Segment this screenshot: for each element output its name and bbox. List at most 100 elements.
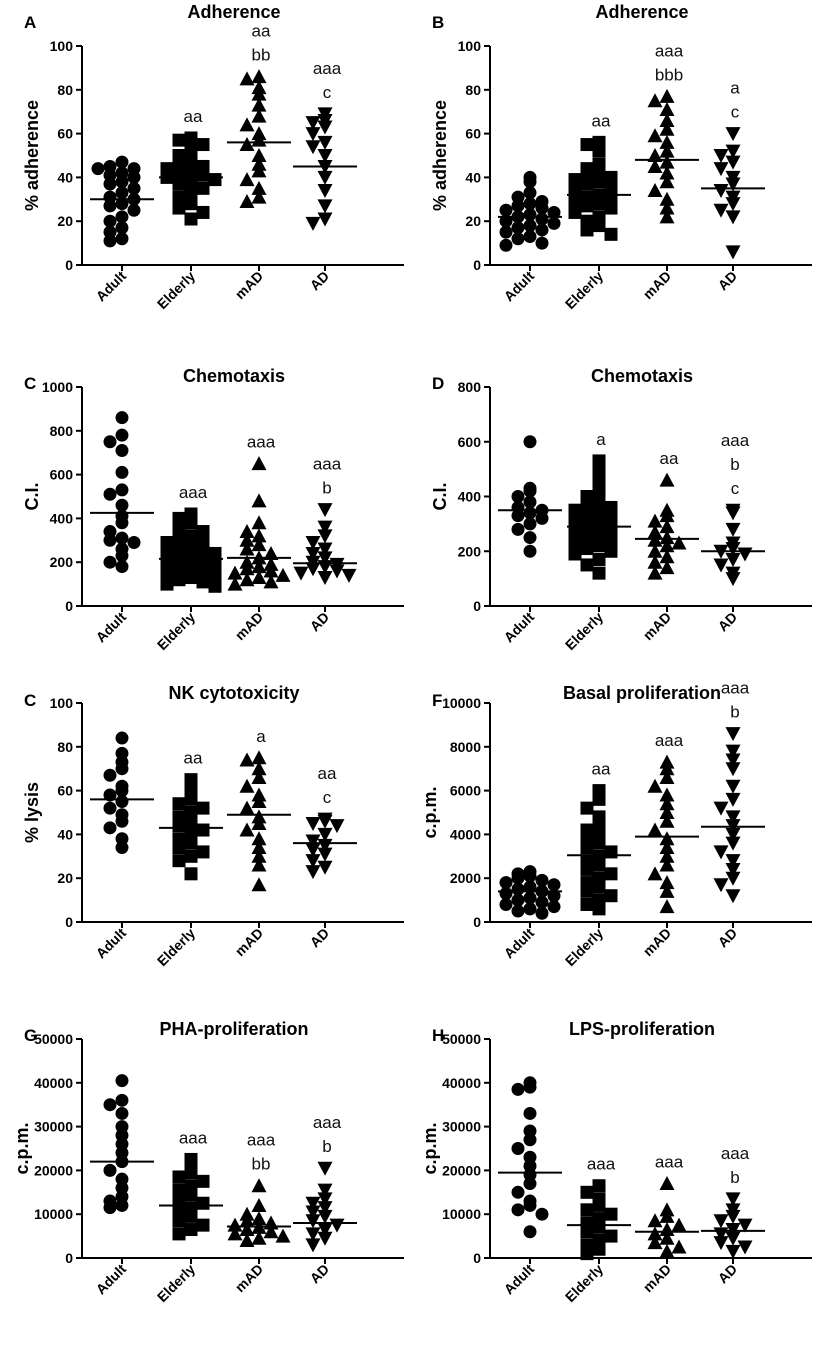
data-point xyxy=(523,1106,537,1120)
series-Elderly: aaa xyxy=(159,1128,223,1241)
data-point xyxy=(580,1185,594,1199)
significance-label: aaa xyxy=(179,1128,208,1147)
y-tick-label: 800 xyxy=(50,423,74,439)
data-point xyxy=(659,875,675,890)
data-point xyxy=(725,197,741,212)
data-point xyxy=(251,840,267,855)
data-point xyxy=(172,573,186,587)
y-tick-label: 100 xyxy=(458,38,482,54)
series-Adult xyxy=(498,865,562,920)
data-point xyxy=(239,822,255,837)
data-point xyxy=(511,871,525,885)
data-point xyxy=(523,1225,537,1239)
data-point xyxy=(184,197,198,211)
data-point xyxy=(511,509,525,523)
data-point xyxy=(305,127,321,142)
y-tick-label: 10000 xyxy=(34,1206,73,1222)
y-axis-label: % lysis xyxy=(22,782,42,843)
data-point xyxy=(251,493,267,508)
chart-title: Chemotaxis xyxy=(183,366,285,386)
data-point xyxy=(547,205,561,219)
data-point xyxy=(251,877,267,892)
data-point xyxy=(251,86,267,101)
data-point xyxy=(737,547,753,562)
panel-letter: F xyxy=(432,691,442,710)
data-point xyxy=(208,546,222,560)
data-point xyxy=(172,155,186,169)
data-point xyxy=(523,435,537,449)
y-tick-label: 400 xyxy=(50,510,74,526)
series-Elderly: a xyxy=(567,430,631,580)
data-point xyxy=(580,1225,594,1239)
data-point xyxy=(592,552,606,566)
data-point xyxy=(568,194,582,208)
data-point xyxy=(499,225,513,239)
data-point xyxy=(647,822,663,837)
data-point xyxy=(172,1170,186,1184)
y-tick-label: 200 xyxy=(50,554,74,570)
significance-label: aa xyxy=(592,111,611,130)
data-point xyxy=(317,529,333,544)
data-point xyxy=(317,1161,333,1176)
data-point xyxy=(184,571,198,585)
y-tick-label: 40 xyxy=(465,169,481,185)
data-point xyxy=(647,778,663,793)
data-point xyxy=(251,1230,267,1245)
x-tick-label: AD xyxy=(714,268,740,294)
significance-label: aaa xyxy=(313,59,342,78)
data-point xyxy=(208,568,222,582)
data-point xyxy=(172,562,186,576)
data-point xyxy=(196,542,210,556)
series-mAD: a xyxy=(227,727,291,892)
series-Elderly: aa xyxy=(567,760,631,916)
x-tick-label: Adult xyxy=(501,1261,538,1298)
data-point xyxy=(103,435,117,449)
data-point xyxy=(725,177,741,192)
data-point xyxy=(184,212,198,226)
data-point xyxy=(251,815,267,830)
data-point xyxy=(115,483,129,497)
data-point xyxy=(568,184,582,198)
data-point xyxy=(604,201,618,215)
x-tick-label: Elderly xyxy=(562,925,606,969)
data-point xyxy=(317,503,333,518)
x-tick-label: mAD xyxy=(640,268,674,302)
data-point xyxy=(115,221,129,235)
y-tick-label: 20 xyxy=(465,213,481,229)
data-point xyxy=(305,1214,321,1229)
data-point xyxy=(713,203,729,218)
data-point xyxy=(184,1223,198,1237)
significance-label: bb xyxy=(252,1155,271,1174)
data-point xyxy=(523,1177,537,1191)
y-tick-label: 30000 xyxy=(34,1119,73,1135)
data-point xyxy=(592,880,606,894)
data-point xyxy=(103,555,117,569)
data-point xyxy=(592,219,606,233)
data-point xyxy=(251,537,267,552)
data-point xyxy=(251,456,267,471)
data-point xyxy=(568,514,582,528)
data-point xyxy=(251,108,267,123)
data-point xyxy=(239,524,255,539)
data-point xyxy=(511,1185,525,1199)
data-point xyxy=(103,177,117,191)
data-point xyxy=(659,154,675,169)
data-point xyxy=(127,170,141,184)
data-point xyxy=(196,1196,210,1210)
panel-letter: D xyxy=(432,374,444,393)
data-point xyxy=(263,1224,279,1239)
data-point xyxy=(317,827,333,842)
data-point xyxy=(317,860,333,875)
data-point xyxy=(592,484,606,498)
data-point xyxy=(659,831,675,846)
data-point xyxy=(251,515,267,530)
significance-label: aaa xyxy=(721,431,750,450)
data-point xyxy=(659,88,675,103)
y-axis-label: c.p.m. xyxy=(12,1122,32,1174)
data-point xyxy=(499,897,513,911)
data-point xyxy=(317,520,333,535)
data-point xyxy=(103,199,117,213)
chart-title: Adherence xyxy=(187,2,280,22)
data-point xyxy=(251,761,267,776)
data-point xyxy=(725,762,741,777)
